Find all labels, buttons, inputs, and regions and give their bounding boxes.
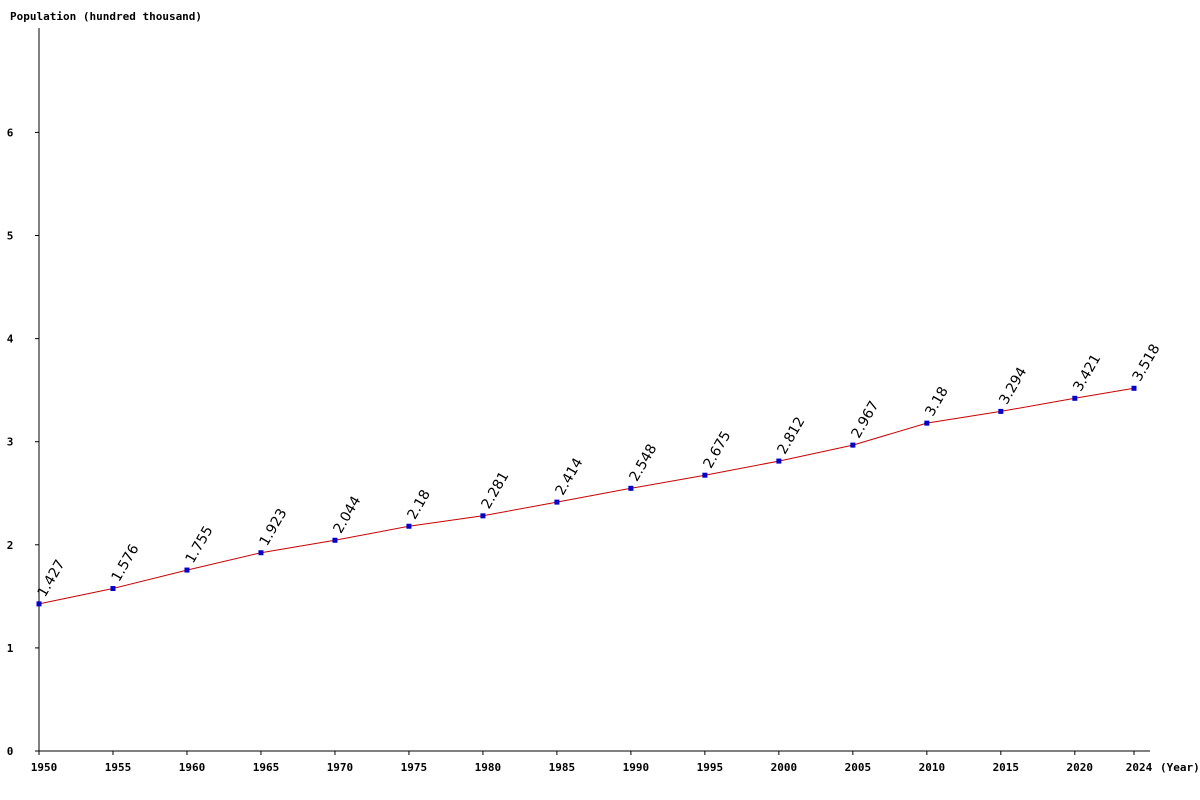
- data-label: 2.044: [331, 494, 365, 537]
- x-tick-label: 1965: [253, 761, 280, 774]
- x-tick-label: 2015: [993, 761, 1020, 774]
- x-tick-label: 2020: [1067, 761, 1094, 774]
- y-tick-label: 4: [7, 333, 14, 346]
- data-label: 1.923: [257, 506, 291, 549]
- x-tick-label: 1980: [475, 761, 502, 774]
- data-label: 3.421: [1070, 352, 1104, 395]
- x-axis-unit-label: (Year): [1160, 761, 1200, 774]
- data-point: [628, 485, 634, 491]
- y-tick-label: 3: [7, 436, 14, 449]
- data-label: 2.414: [553, 455, 587, 498]
- x-tick-label: 1975: [401, 761, 428, 774]
- data-point: [924, 420, 930, 426]
- x-tick-label: 1995: [697, 761, 724, 774]
- y-tick-label: 0: [7, 745, 14, 758]
- x-tick-label: 1990: [623, 761, 650, 774]
- y-axis-title: Population (hundred thousand): [10, 10, 202, 23]
- data-point: [1072, 395, 1078, 401]
- x-tick-label: 2005: [845, 761, 872, 774]
- data-point: [554, 499, 560, 505]
- data-point: [110, 586, 116, 592]
- x-tick-label: 2024: [1126, 761, 1153, 774]
- data-point: [998, 408, 1004, 414]
- data-point-markers: [36, 385, 1137, 607]
- y-tick-label: 5: [7, 230, 14, 243]
- data-label: 2.281: [479, 469, 513, 512]
- y-axis-ticks: 0 1 2 3 4 5 6: [7, 126, 39, 758]
- series-line: [38, 387, 1135, 605]
- x-tick-label: 1955: [105, 761, 132, 774]
- data-label: 2.812: [775, 414, 809, 457]
- data-point: [36, 601, 42, 607]
- data-point: [258, 550, 264, 556]
- data-point: [332, 537, 338, 543]
- x-tick-label: 1960: [179, 761, 206, 774]
- data-labels: 1.427 1.576 1.755 1.923 2.044 2.18 2.281 2.414 2…: [35, 342, 1164, 600]
- x-axis-ticks: 1950 1955 1960 1965 1970 1975 1980 1985 1990 1995…: [31, 751, 1153, 774]
- x-tick-label: 2000: [771, 761, 798, 774]
- data-label: 2.675: [701, 428, 735, 471]
- x-tick-label: 2010: [919, 761, 946, 774]
- data-label: 3.518: [1130, 342, 1164, 385]
- data-label: 2.548: [627, 442, 661, 485]
- data-point: [184, 567, 190, 573]
- data-point: [702, 472, 708, 478]
- data-label: 2.967: [849, 398, 883, 441]
- y-tick-label: 6: [7, 126, 14, 139]
- data-point: [406, 523, 412, 529]
- data-point: [776, 458, 782, 464]
- y-tick-label: 1: [7, 642, 14, 655]
- x-tick-label: 1970: [327, 761, 354, 774]
- data-point: [850, 442, 856, 448]
- data-label: 1.576: [109, 542, 143, 585]
- data-label: 2.18: [405, 487, 434, 522]
- x-tick-label: 1950: [31, 761, 58, 774]
- data-label: 3.18: [922, 384, 951, 419]
- x-tick-label: 1985: [549, 761, 576, 774]
- data-label: 1.427: [35, 557, 69, 600]
- data-label: 1.755: [183, 523, 217, 566]
- data-point: [480, 513, 486, 519]
- data-point: [1131, 385, 1137, 391]
- data-label: 3.294: [996, 365, 1030, 408]
- y-tick-label: 2: [7, 539, 14, 552]
